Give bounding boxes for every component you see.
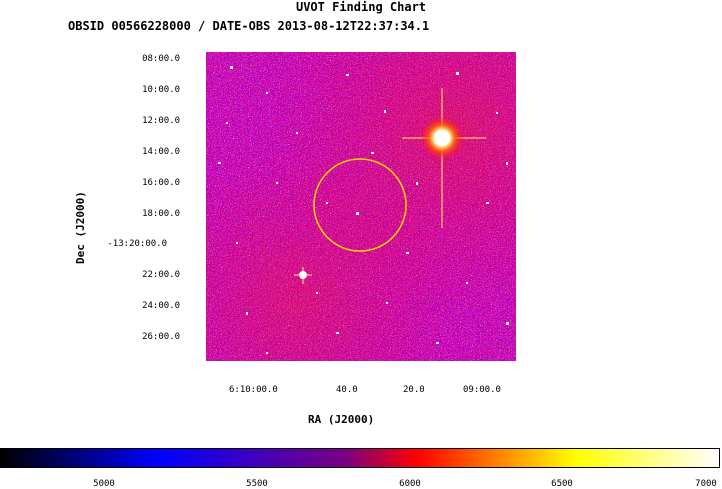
x-axis-label: RA (J2000) [308,413,375,426]
secondary-star [294,267,312,284]
target-circle [313,158,407,252]
image-glow [206,52,516,361]
y-tick-label: 16:00.0 [142,178,180,188]
y-tick-label: 08:00.0 [142,54,180,64]
obsid-date-line: OBSID 00566228000 / DATE-OBS 2013-08-12T… [68,19,430,33]
chart-title: UVOT Finding Chart [295,0,427,14]
bright-star [402,88,486,228]
sky-image [206,52,516,361]
y-tick-label: 10:00.0 [142,85,180,95]
colorbar-tick-label: 6500 [551,479,573,489]
colorbar-tick-label: 5500 [246,479,268,489]
y-tick-label: -13:20:00.0 [107,239,167,249]
y-tick-label: 18:00.0 [142,209,180,219]
x-tick-label: 40.0 [336,385,358,395]
y-tick-label: 24:00.0 [142,301,180,311]
y-tick-label: 12:00.0 [142,116,180,126]
y-tick-label: 26:00.0 [142,332,180,342]
y-tick-label: 14:00.0 [142,147,180,157]
colorbar-tick-label: 6000 [399,479,421,489]
x-tick-label: 6:10:00.0 [229,385,278,395]
x-tick-label: 20.0 [403,385,425,395]
colorbar [0,448,720,468]
x-tick-label: 09:00.0 [463,385,501,395]
colorbar-tick-label: 5000 [93,479,115,489]
point-sources [218,66,509,354]
colorbar-tick-label: 7000 [695,479,717,489]
y-axis-label: Dec (J2000) [74,191,87,264]
y-tick-label: 22:00.0 [142,270,180,280]
